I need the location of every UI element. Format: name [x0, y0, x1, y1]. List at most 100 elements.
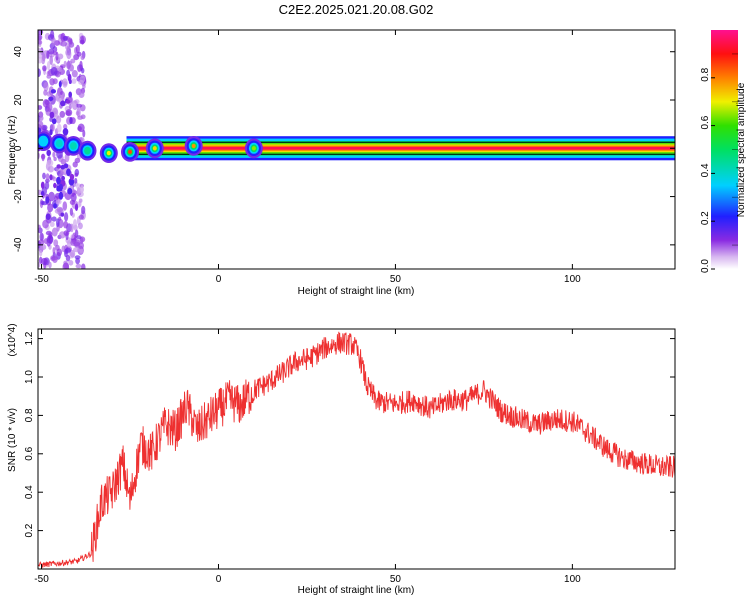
noise-speckle: [79, 39, 85, 45]
signal-cluster: [71, 143, 76, 149]
noise-speckle: [69, 173, 75, 181]
noise-speckle: [52, 255, 58, 263]
snr-background: [38, 329, 675, 569]
noise-speckle: [63, 81, 68, 86]
noise-speckle: [75, 257, 80, 265]
noise-speckle: [41, 55, 46, 65]
colorbar-tick-label: 0.2: [700, 211, 711, 225]
noise-speckle: [79, 237, 84, 245]
noise-speckle: [48, 191, 55, 202]
snr-marks: [38, 331, 675, 568]
noise-speckle: [38, 47, 42, 53]
noise-speckle: [49, 129, 53, 136]
noise-speckle: [70, 240, 78, 246]
noise-speckle: [73, 247, 80, 253]
y-tick-label: 1.2: [24, 331, 35, 345]
noise-speckle: [68, 178, 75, 186]
noise-speckle: [68, 260, 74, 266]
spectrogram-ticks: -50 0 50 100 -40 -20 0 20 40: [13, 30, 675, 285]
y-tick-label: 0.2: [24, 523, 35, 537]
noise-speckle: [51, 118, 57, 125]
snr-frame: [37, 328, 676, 570]
noise-speckle: [65, 263, 69, 269]
noise-speckle: [62, 128, 69, 136]
noise-speckle: [56, 176, 61, 185]
snr-ticks: -50 0 50 100 0.2 0.4 0.6 0.8 1.0 1.2: [24, 329, 675, 585]
noise-speckle: [75, 44, 80, 54]
y-tick-label: 20: [13, 94, 24, 106]
noise-speckle: [78, 91, 85, 98]
noise-speckle: [80, 55, 85, 60]
noise-speckle: [44, 181, 50, 190]
noise-speckle: [46, 149, 51, 157]
noise-speckle: [75, 103, 83, 108]
noise-speckle: [60, 164, 66, 170]
x-tick-label: 0: [216, 274, 222, 285]
noise-speckle: [58, 66, 62, 73]
noise-speckle: [53, 182, 57, 189]
figure-title: C2E2.2025.021.20.08.G02: [279, 2, 434, 17]
noise-speckle: [52, 151, 56, 158]
colorbar-tick-label: 0.6: [700, 115, 711, 129]
noise-speckle: [69, 207, 73, 216]
noise-speckle: [50, 66, 58, 76]
noise-speckle: [57, 53, 64, 60]
noise-speckle: [50, 89, 57, 94]
colorbar-tick-label: 0.4: [700, 163, 711, 177]
x-tick-label: 50: [390, 574, 402, 585]
noise-speckle: [48, 96, 54, 102]
band-layer: [126, 146, 675, 150]
noise-speckle: [66, 168, 71, 177]
signal-cluster: [152, 146, 157, 151]
noise-speckle: [74, 203, 79, 211]
noise-speckle: [66, 49, 72, 60]
noise-speckle: [77, 222, 83, 230]
noise-speckle: [60, 40, 67, 47]
spectrogram-x-label: Height of straight line (km): [298, 286, 415, 297]
noise-speckle: [51, 37, 56, 46]
noise-speckle: [60, 100, 66, 107]
noise-speckle: [38, 115, 41, 122]
colorbar: 0.0 0.2 0.4 0.6 0.8 Normalized spectral ampl…: [700, 30, 747, 273]
noise-speckle: [53, 156, 57, 162]
noise-speckle: [68, 79, 72, 84]
noise-speckle: [67, 187, 73, 195]
noise-speckle: [56, 218, 60, 228]
noise-speckle: [51, 123, 55, 132]
noise-speckle: [74, 255, 81, 260]
noise-speckle: [38, 249, 43, 257]
noise-speckle: [45, 213, 51, 220]
noise-speckle: [65, 99, 71, 104]
noise-speckle: [73, 54, 80, 61]
y-tick-label: 40: [13, 46, 24, 58]
noise-speckle: [76, 186, 80, 197]
noise-speckle: [61, 175, 65, 181]
noise-speckle: [56, 248, 62, 257]
y-tick-label: 1.0: [24, 370, 35, 384]
noise-speckle: [63, 35, 69, 41]
noise-speckle: [75, 263, 82, 269]
noise-speckle: [48, 234, 53, 245]
noise-speckle: [40, 190, 45, 196]
x-tick-label: 100: [564, 274, 581, 285]
snr-series-line: [38, 331, 675, 568]
noise-speckle: [45, 173, 50, 181]
colorbar-tick-label: 0.8: [700, 67, 711, 81]
noise-speckle: [81, 263, 86, 269]
noise-speckle: [64, 248, 68, 258]
noise-speckle: [46, 159, 54, 167]
noise-speckle: [49, 55, 53, 66]
noise-speckle: [58, 191, 64, 200]
noise-speckle: [38, 34, 43, 41]
y-tick-label: 0.6: [24, 446, 35, 460]
noise-speckle: [46, 71, 50, 76]
noise-speckle: [68, 91, 72, 98]
noise-speckle: [76, 235, 82, 240]
noise-speckle: [46, 60, 51, 71]
noise-speckle: [43, 81, 49, 92]
noise-speckle: [68, 41, 75, 48]
colorbar-ticks: 0.0 0.2 0.4 0.6 0.8: [700, 53, 738, 273]
noise-speckle: [69, 117, 73, 124]
noise-speckle: [78, 214, 84, 220]
noise-speckle: [52, 247, 56, 255]
